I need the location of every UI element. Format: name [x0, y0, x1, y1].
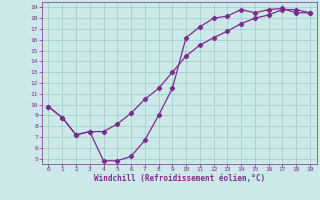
- X-axis label: Windchill (Refroidissement éolien,°C): Windchill (Refroidissement éolien,°C): [94, 174, 265, 183]
